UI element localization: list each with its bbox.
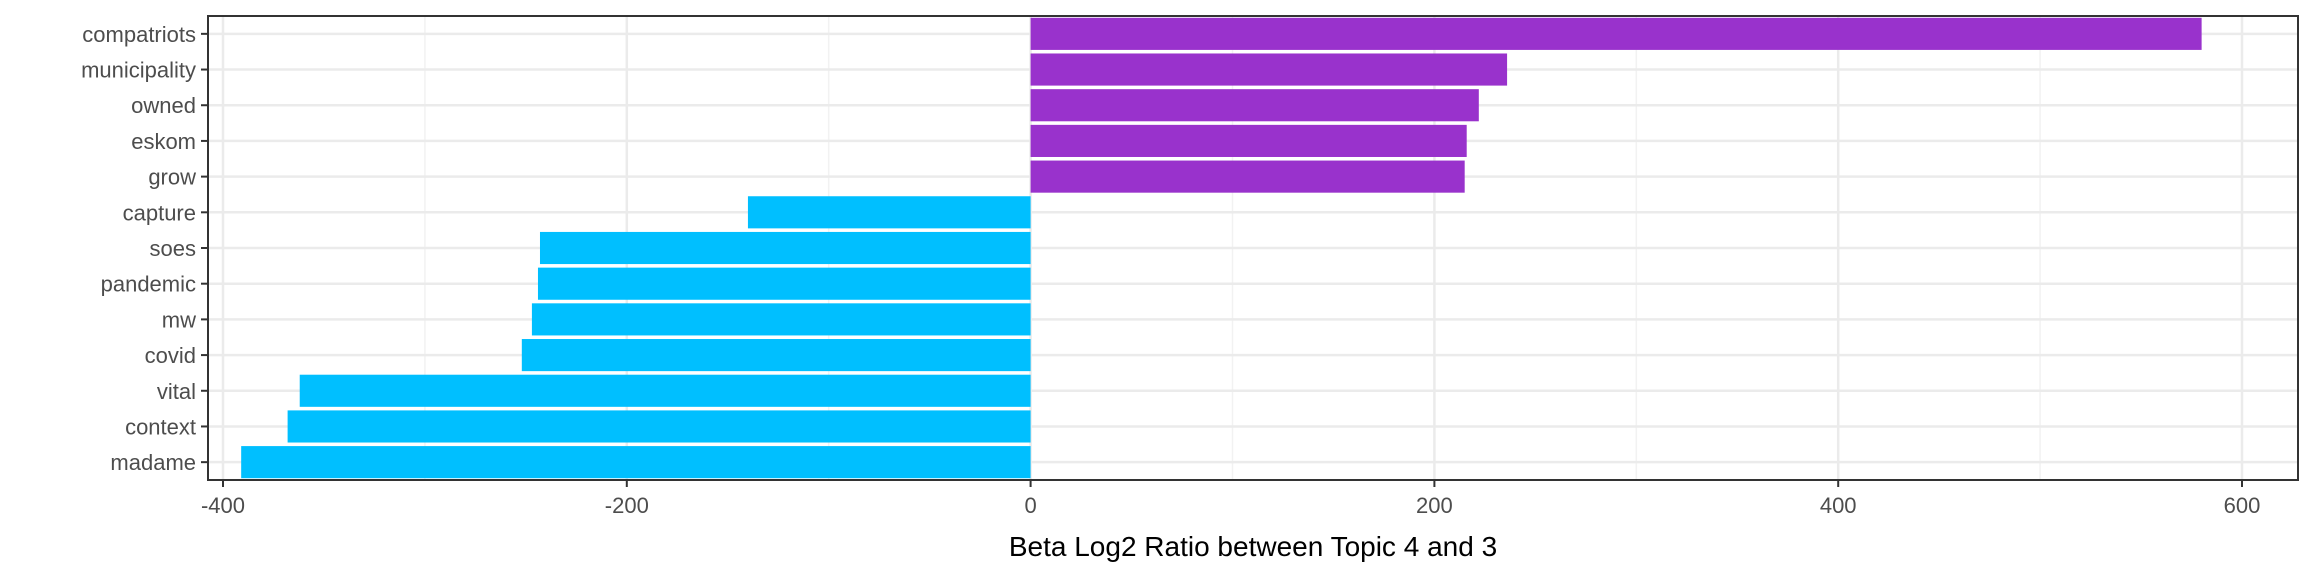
bar-owned bbox=[1030, 89, 1479, 122]
y-tick-label: eskom bbox=[131, 129, 196, 154]
x-axis-tick-labels: -400 -200 0 200 400 600 bbox=[201, 493, 2260, 518]
y-tick-label: vital bbox=[157, 379, 196, 404]
y-tick-label: owned bbox=[131, 93, 196, 118]
bar-grow bbox=[1030, 160, 1465, 193]
x-tick-label: -200 bbox=[605, 493, 649, 518]
bar-pandemic bbox=[537, 267, 1031, 300]
bar-covid bbox=[521, 339, 1031, 372]
bar-eskom bbox=[1030, 124, 1467, 157]
y-tick-label: pandemic bbox=[101, 272, 196, 297]
y-tick-label: compatriots bbox=[82, 22, 196, 47]
bar-soes bbox=[539, 231, 1031, 265]
x-tick-label: 200 bbox=[1416, 493, 1453, 518]
x-tick-label: -400 bbox=[201, 493, 245, 518]
x-tick-label: 0 bbox=[1024, 493, 1036, 518]
y-tick-label: capture bbox=[123, 200, 196, 225]
y-tick-label: soes bbox=[150, 236, 196, 261]
bars bbox=[241, 17, 2202, 479]
x-tick-label: 400 bbox=[1820, 493, 1857, 518]
x-axis-ticks bbox=[222, 480, 2243, 487]
y-tick-label: mw bbox=[162, 307, 196, 332]
bar-capture bbox=[747, 196, 1031, 229]
bar-municipality bbox=[1030, 53, 1508, 86]
bar-mw bbox=[531, 303, 1031, 336]
y-axis-ticks bbox=[201, 32, 208, 464]
y-tick-label: madame bbox=[110, 450, 196, 475]
bar-vital bbox=[299, 374, 1031, 407]
y-tick-label: covid bbox=[145, 343, 196, 368]
x-axis-title: Beta Log2 Ratio between Topic 4 and 3 bbox=[1009, 531, 1497, 562]
bar-compatriots bbox=[1030, 17, 2202, 50]
y-tick-label: context bbox=[125, 414, 196, 439]
bar-madame bbox=[241, 446, 1031, 479]
y-tick-label: grow bbox=[148, 165, 196, 190]
bar-context bbox=[287, 410, 1031, 443]
y-tick-label: municipality bbox=[81, 58, 196, 83]
x-tick-label: 600 bbox=[2224, 493, 2261, 518]
y-axis-tick-labels: compatriots municipality owned eskom grow cap… bbox=[81, 22, 196, 475]
